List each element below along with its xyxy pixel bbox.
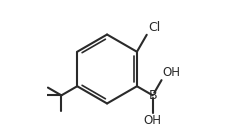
Text: OH: OH (144, 114, 162, 127)
Text: Cl: Cl (148, 21, 160, 34)
Text: B: B (148, 89, 157, 102)
Text: OH: OH (162, 67, 180, 79)
